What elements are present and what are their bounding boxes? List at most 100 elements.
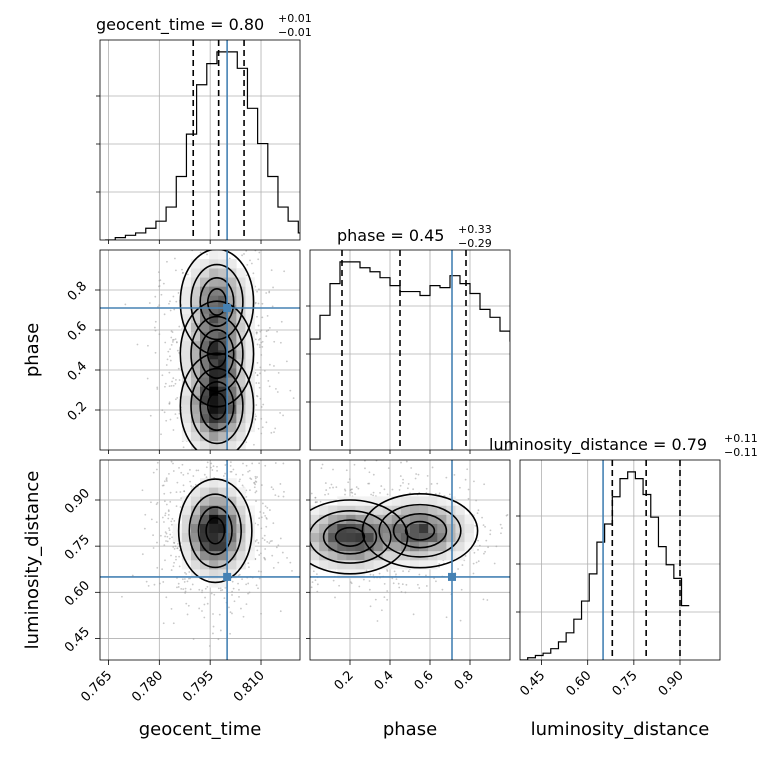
scatter-point — [262, 512, 265, 514]
scatter-point — [186, 580, 189, 583]
density-cell — [218, 331, 228, 342]
scatter-point — [164, 531, 167, 534]
scatter-point — [170, 336, 173, 339]
scatter-point — [276, 330, 278, 333]
scatter-point — [537, 520, 539, 522]
density-cell — [337, 532, 347, 543]
scatter-point — [175, 558, 177, 561]
scatter-point — [344, 493, 346, 496]
scatter-point — [163, 313, 166, 316]
scatter-point — [272, 286, 274, 289]
scatter-point — [245, 248, 247, 250]
density-cell — [200, 350, 210, 360]
density-cell — [337, 560, 347, 570]
scatter-point — [302, 527, 304, 529]
scatter-point — [271, 305, 274, 308]
scatter-point — [192, 463, 194, 465]
scatter-point — [192, 465, 194, 467]
density-cell — [227, 386, 237, 396]
contour-line — [206, 391, 227, 420]
density-cell — [419, 532, 429, 543]
scatter-point — [425, 574, 427, 577]
density-cell — [227, 514, 237, 524]
scatter-point — [489, 529, 492, 532]
density-cell — [218, 569, 228, 579]
scatter-point — [219, 458, 221, 460]
density-cell — [373, 496, 384, 506]
density-cell — [190, 505, 201, 515]
scatter-point — [176, 349, 179, 352]
scatter-point — [170, 608, 173, 610]
density-cell — [373, 560, 384, 570]
density-cell — [190, 268, 201, 278]
density-cell — [218, 496, 228, 506]
x-tick-label: 0.75 — [610, 668, 641, 699]
scatter-point — [273, 365, 275, 367]
scatter-point — [182, 588, 185, 591]
scatter-point — [353, 463, 356, 466]
density-cell — [200, 478, 210, 488]
scatter-point — [330, 483, 333, 486]
scatter-point — [162, 622, 165, 625]
scatter-point — [276, 485, 278, 487]
density-cell — [410, 550, 420, 561]
density-cell — [218, 340, 228, 351]
scatter-point — [216, 469, 218, 472]
density-cell — [181, 505, 192, 515]
scatter-point — [412, 488, 415, 491]
title-phase: phase = 0.45 — [337, 226, 444, 245]
scatter-point — [418, 573, 421, 576]
scatter-point — [374, 598, 377, 601]
scatter-point — [483, 552, 485, 555]
scatter-point — [156, 501, 159, 504]
density-cell — [218, 413, 228, 424]
scatter-point — [170, 343, 173, 346]
scatter-point — [170, 554, 172, 557]
contour-line — [205, 517, 226, 545]
density-cell — [181, 413, 192, 424]
scatter-point — [178, 555, 181, 558]
scatter-point — [464, 478, 467, 481]
scatter-point — [448, 493, 451, 496]
scatter-point — [217, 453, 219, 455]
scatter-point — [161, 409, 164, 412]
scatter-point — [264, 514, 267, 517]
scatter-point — [248, 469, 251, 472]
scatter-point — [237, 574, 240, 577]
density-cell — [218, 304, 228, 314]
density-cell — [209, 277, 219, 287]
scatter-point — [178, 379, 181, 381]
scatter-point — [188, 242, 190, 244]
scatter-point — [164, 514, 167, 517]
scatter-point — [301, 520, 303, 522]
scatter-point — [477, 548, 479, 551]
scatter-point — [261, 426, 264, 429]
density-cell — [227, 478, 237, 488]
density-cell — [181, 514, 192, 524]
scatter-point — [247, 470, 249, 473]
density-cell — [209, 496, 219, 506]
density-cell — [464, 541, 474, 552]
scatter-point — [254, 475, 257, 478]
scatter-point — [166, 358, 169, 361]
scatter-point — [405, 583, 408, 586]
scatter-point — [245, 464, 248, 467]
scatter-point — [224, 464, 227, 466]
scatter-point — [474, 524, 477, 527]
scatter-point — [156, 461, 159, 464]
scatter-point — [250, 262, 253, 265]
scatter-point — [156, 388, 159, 390]
scatter-point — [281, 506, 283, 508]
scatter-point — [332, 579, 335, 582]
scatter-point — [174, 419, 176, 421]
scatter-point — [473, 480, 475, 483]
density-cell — [245, 505, 255, 515]
scatter-point — [261, 537, 264, 540]
scatter-point — [183, 578, 186, 580]
scatter-point — [157, 447, 159, 449]
density-cell — [319, 505, 329, 515]
scatter-point — [286, 492, 288, 494]
scatter-point — [241, 254, 243, 257]
scatter-point — [263, 556, 266, 559]
scatter-point — [165, 596, 168, 599]
